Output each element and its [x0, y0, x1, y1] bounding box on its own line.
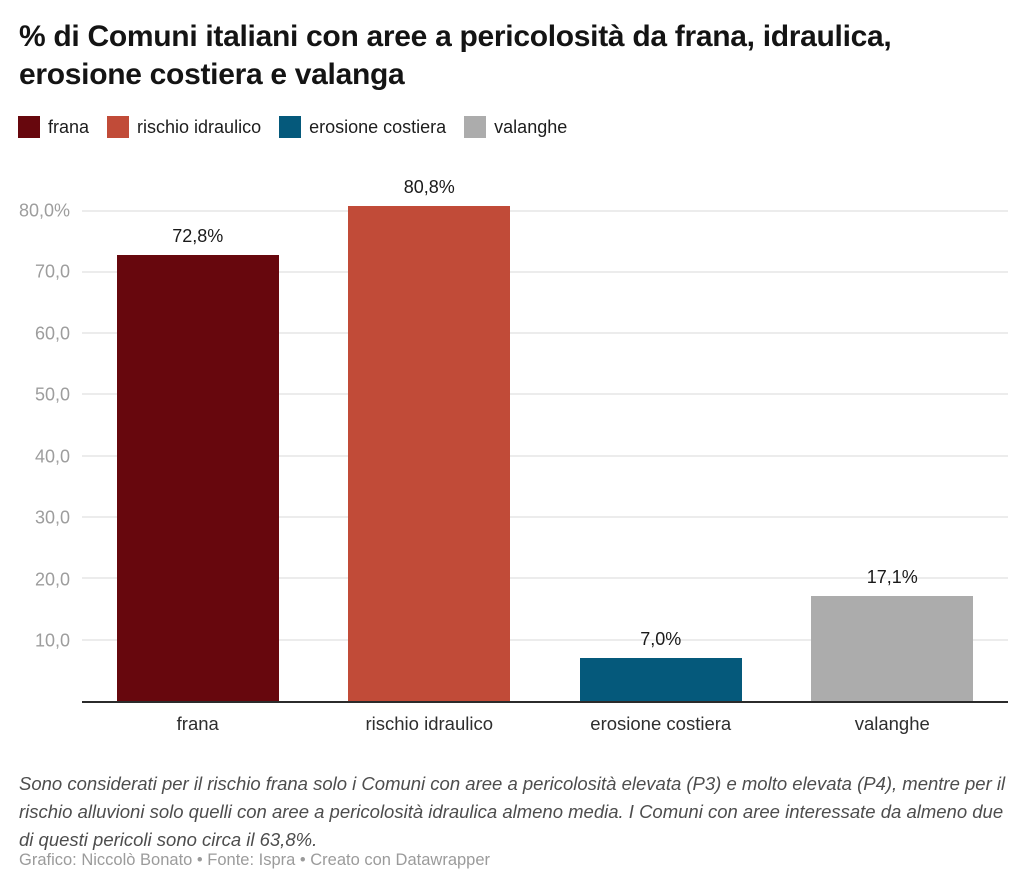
x-axis-labels: frana rischio idraulico erosione costiera v…: [82, 713, 1008, 735]
chart-title: % di Comuni italiani con aree a pericolo…: [19, 20, 892, 91]
legend-label: rischio idraulico: [137, 116, 262, 137]
bar-frana: [116, 254, 279, 701]
y-tick-label: 50,0: [34, 384, 70, 405]
bar-value-label: 80,8%: [403, 176, 455, 197]
gridline: [82, 454, 1008, 457]
bar-slot-erosione-costiera: 7,0%: [545, 186, 777, 701]
bar-rischio-idraulico: [348, 205, 511, 701]
chart-notes: Sono considerati per il rischio frana so…: [19, 773, 1006, 850]
legend-item-erosione-costiera: erosione costiera: [279, 116, 446, 138]
gridline: [82, 638, 1008, 641]
gridline: [82, 209, 1008, 212]
bar-valanghe: [811, 596, 974, 701]
gridline: [82, 332, 1008, 335]
bar-slot-valanghe: 17,1%: [777, 186, 1009, 701]
legend-item-rischio-idraulico: rischio idraulico: [107, 116, 261, 138]
legend-swatch-icon: [464, 116, 487, 138]
legend-swatch-icon: [279, 116, 302, 138]
legend-label: erosione costiera: [309, 116, 447, 137]
bar-slot-frana: 72,8%: [82, 186, 314, 701]
legend-swatch-icon: [18, 116, 40, 138]
legend-item-valanghe: valanghe: [464, 116, 567, 138]
plot-area: 72,8% 80,8% 7,0% 17,1%: [82, 177, 1009, 703]
gridline: [82, 393, 1008, 396]
legend-label: frana: [48, 116, 90, 137]
gridline: [82, 516, 1008, 519]
legend: frana rischio idraulico erosione costiera v…: [18, 116, 567, 138]
y-axis-labels: 10,0 20,0 30,0 40,0 50,0 60,0 70,0 80,0%: [0, 186, 74, 703]
legend-item-frana: frana: [18, 116, 89, 138]
x-category-label-erosione-costiera: erosione costiera: [590, 713, 732, 734]
bar-value-label: 17,1%: [866, 567, 918, 588]
x-category-label-valanghe: valanghe: [854, 713, 930, 734]
gridline: [82, 577, 1008, 580]
y-tick-label: 10,0: [34, 630, 70, 651]
y-tick-label: 70,0: [34, 261, 70, 282]
bar-erosione-costiera: [579, 658, 742, 701]
bar-value-label: 72,8%: [172, 225, 224, 246]
gridline: [82, 270, 1008, 273]
y-tick-label: 60,0: [34, 323, 70, 344]
bar-slot-rischio-idraulico: 80,8%: [314, 177, 546, 701]
y-tick-label: 20,0: [34, 569, 70, 590]
legend-swatch-icon: [107, 116, 130, 138]
bar-value-label: 7,0%: [640, 629, 682, 650]
y-tick-label: 30,0: [34, 507, 70, 528]
chart-byline: Grafico: Niccolò Bonato • Fonte: Ispra •…: [19, 851, 491, 869]
x-category-label-frana: frana: [176, 713, 219, 734]
legend-label: valanghe: [494, 116, 568, 137]
x-category-label-rischio-idraulico: rischio idraulico: [365, 713, 494, 734]
y-tick-label: 40,0: [34, 446, 70, 467]
y-tick-label: 80,0%: [18, 200, 70, 221]
